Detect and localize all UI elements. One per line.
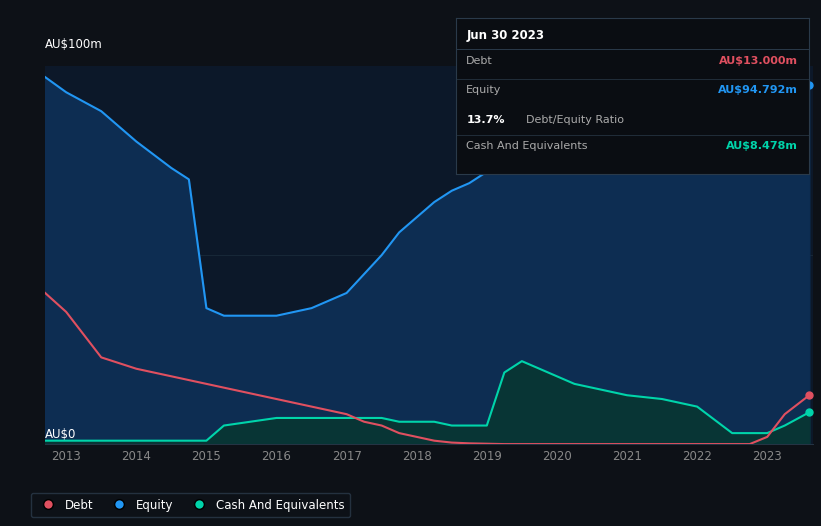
Text: Cash And Equivalents: Cash And Equivalents	[466, 141, 588, 151]
Text: Equity: Equity	[466, 85, 502, 95]
Text: AU$8.478m: AU$8.478m	[727, 141, 798, 151]
Legend: Debt, Equity, Cash And Equivalents: Debt, Equity, Cash And Equivalents	[30, 493, 351, 518]
Text: AU$94.792m: AU$94.792m	[718, 85, 798, 95]
Text: 13.7%: 13.7%	[466, 115, 505, 125]
Text: AU$0: AU$0	[45, 428, 76, 441]
Text: Debt/Equity Ratio: Debt/Equity Ratio	[526, 115, 624, 125]
Text: Debt: Debt	[466, 56, 493, 66]
Text: Jun 30 2023: Jun 30 2023	[466, 29, 544, 42]
Text: AU$13.000m: AU$13.000m	[719, 56, 798, 66]
Text: AU$100m: AU$100m	[45, 37, 103, 50]
